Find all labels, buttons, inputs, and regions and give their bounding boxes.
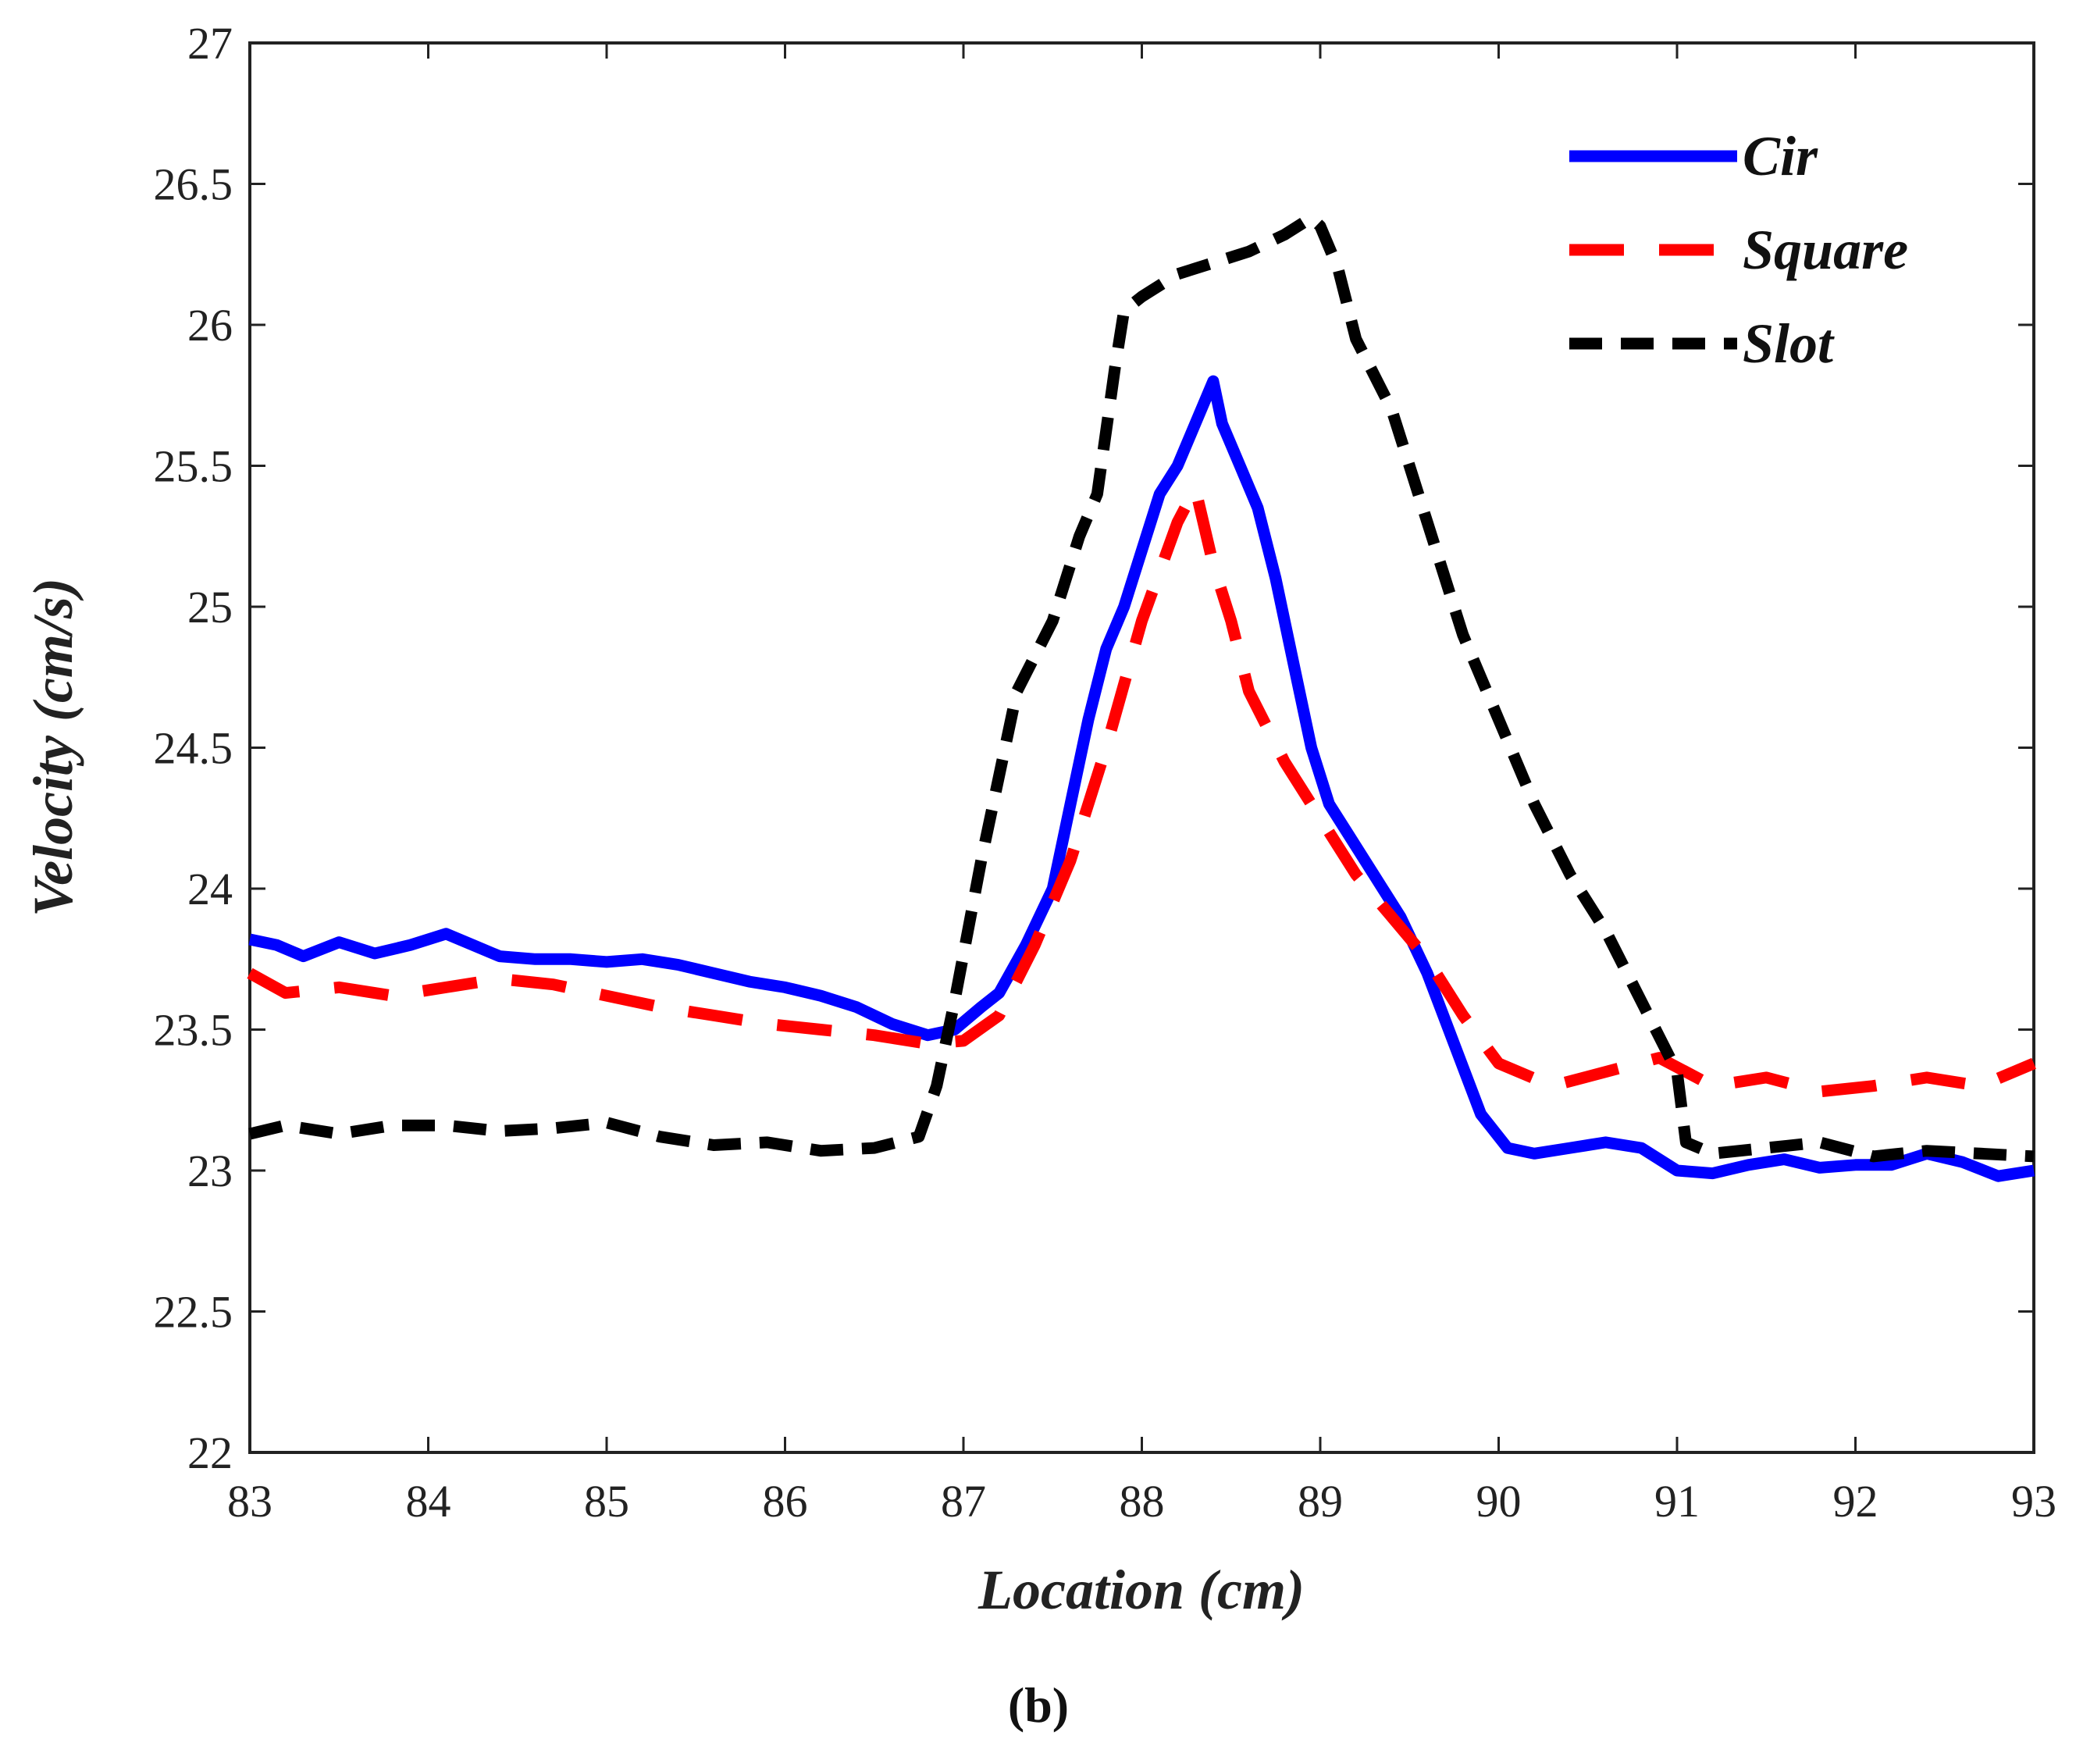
series-line-cir — [248, 375, 2035, 1182]
y-tick-label: 26 — [187, 300, 233, 351]
x-tick-label: 93 — [2011, 1476, 2056, 1527]
y-axis-ticks: 22 22.5 23 23.5 24 24.5 25 25.5 26 26.5 27 — [154, 18, 2034, 1478]
y-tick-label: 23 — [187, 1146, 233, 1196]
x-tick-label: 88 — [1120, 1476, 1165, 1527]
series-line-slot — [248, 212, 2035, 1163]
x-tick-label: 89 — [1298, 1476, 1343, 1527]
x-tick-label: 86 — [763, 1476, 808, 1527]
x-tick-label: 91 — [1654, 1476, 1700, 1527]
legend-label-square: Square — [1743, 219, 1908, 281]
y-tick-label: 23.5 — [154, 1005, 233, 1056]
y-tick-label: 24.5 — [154, 723, 233, 774]
y-tick-label: 25.5 — [154, 441, 233, 492]
series-line-square — [247, 482, 2036, 1098]
legend-label-slot: Slot — [1743, 312, 1835, 375]
x-tick-label: 87 — [941, 1476, 986, 1527]
x-tick-label: 90 — [1476, 1476, 1522, 1527]
figure-caption: (b) — [1008, 1677, 1069, 1733]
y-axis-title: Velocity (cm/s) — [22, 578, 84, 917]
y-tick-label: 22.5 — [154, 1287, 233, 1338]
y-tick-label: 24 — [187, 864, 233, 914]
legend: Cir Square Slot — [1569, 125, 1908, 375]
x-tick-label: 92 — [1833, 1476, 1878, 1527]
y-tick-label: 25 — [187, 582, 233, 633]
x-tick-label: 83 — [227, 1476, 272, 1527]
y-tick-label: 26.5 — [154, 159, 233, 210]
y-tick-label: 22 — [187, 1427, 233, 1478]
series-group — [247, 212, 2036, 1182]
y-tick-label: 27 — [187, 18, 233, 69]
legend-label-cir: Cir — [1743, 125, 1818, 187]
x-tick-label: 84 — [406, 1476, 451, 1527]
x-tick-label: 85 — [584, 1476, 629, 1527]
x-axis-title: Location (cm) — [977, 1559, 1305, 1621]
x-axis-ticks: 83 84 85 86 87 88 89 90 91 92 93 — [227, 43, 2056, 1527]
